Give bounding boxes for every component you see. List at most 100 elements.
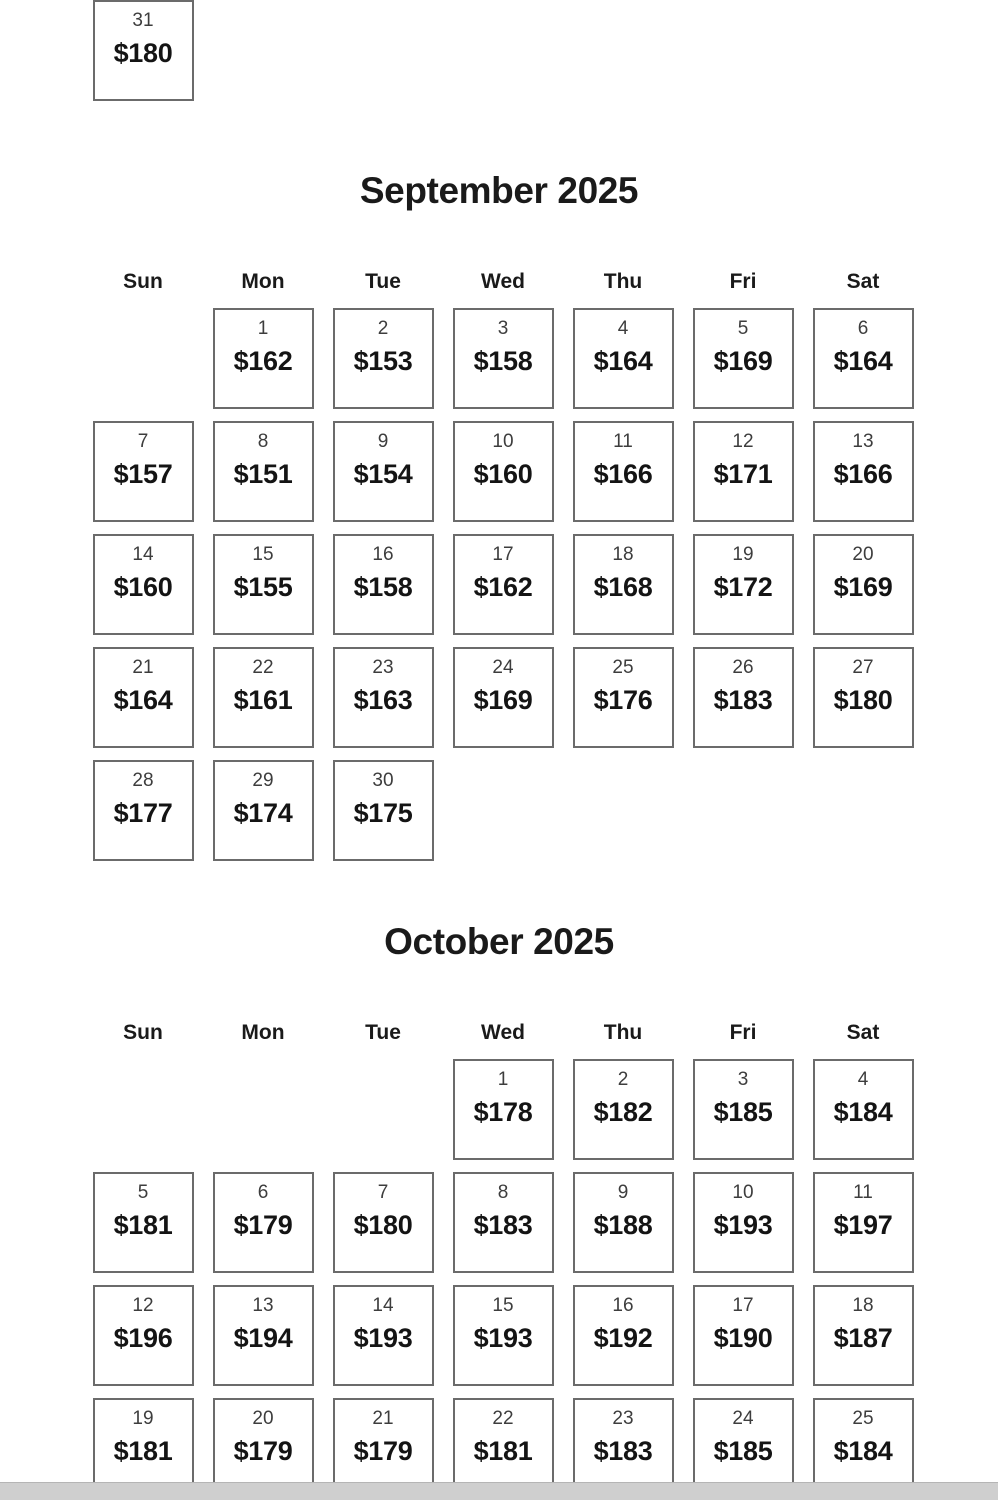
day-price: $183 [593,1435,653,1466]
day-price: $179 [233,1435,293,1466]
day-cell[interactable]: 2 $153 [332,308,434,409]
day-number: 19 [732,544,754,565]
partial-week-row-previous-month: 31 $180 [0,0,998,120]
day-price: $184 [833,1096,893,1127]
day-cell[interactable]: 23 $163 [332,647,434,748]
day-number: 15 [252,544,274,565]
day-cell[interactable]: 13 $194 [212,1285,314,1386]
day-price: $179 [233,1209,293,1240]
day-cell[interactable]: 4 $164 [572,308,674,409]
day-cell[interactable]: 24 $169 [452,647,554,748]
day-cell[interactable]: 14 $193 [332,1285,434,1386]
day-cell[interactable]: 11 $166 [572,421,674,522]
day-cell[interactable]: 1 $162 [212,308,314,409]
day-cell[interactable]: 29 $174 [212,760,314,861]
day-cell[interactable]: 14 $160 [92,534,194,635]
day-price: $162 [473,571,533,602]
day-price: $188 [593,1209,653,1240]
day-cell[interactable]: 2 $182 [572,1059,674,1160]
month-title: October 2025 [384,921,614,962]
day-price: $187 [833,1322,893,1353]
day-cell[interactable]: 8 $183 [452,1172,554,1273]
day-number: 10 [732,1182,754,1203]
day-price: $190 [713,1322,773,1353]
day-number: 15 [492,1295,514,1316]
day-price: $172 [713,571,773,602]
day-cell[interactable]: 18 $168 [572,534,674,635]
day-cell[interactable]: 31 $180 [92,0,194,101]
day-cell[interactable]: 12 $196 [92,1285,194,1386]
day-cell[interactable]: 1 $178 [452,1059,554,1160]
day-cell[interactable]: 22 $161 [212,647,314,748]
day-cell[interactable]: 5 $169 [692,308,794,409]
day-number: 3 [737,1069,749,1090]
day-cell[interactable]: 9 $154 [332,421,434,522]
day-cell[interactable]: 8 $151 [212,421,314,522]
day-price: $169 [833,571,893,602]
day-price: $154 [353,458,413,489]
day-cell[interactable]: 20 $169 [812,534,914,635]
day-number: 8 [257,431,269,452]
day-price: $183 [473,1209,533,1240]
day-price: $151 [233,458,293,489]
day-price: $193 [353,1322,413,1353]
day-cell[interactable]: 25 $176 [572,647,674,748]
day-price: $174 [233,797,293,828]
day-cell[interactable]: 21 $164 [92,647,194,748]
day-price: $177 [113,797,173,828]
day-price: $180 [833,684,893,715]
day-price: $192 [593,1322,653,1353]
day-price: $166 [833,458,893,489]
weekday-label-wed: Wed [481,270,525,293]
day-price: $158 [473,345,533,376]
horizontal-scrollbar-track[interactable] [0,1482,998,1500]
day-cell[interactable]: 13 $166 [812,421,914,522]
day-price: $164 [113,684,173,715]
day-cell[interactable]: 3 $185 [692,1059,794,1160]
day-cell[interactable]: 19 $172 [692,534,794,635]
day-number: 12 [732,431,754,452]
day-price: $181 [473,1435,533,1466]
day-cell[interactable]: 30 $175 [332,760,434,861]
day-cell[interactable]: 15 $193 [452,1285,554,1386]
day-cell[interactable]: 10 $160 [452,421,554,522]
day-cell[interactable]: 27 $180 [812,647,914,748]
day-cell[interactable]: 17 $190 [692,1285,794,1386]
day-price: $181 [113,1435,173,1466]
week-row: 14 $160 15 $155 16 $158 17 $162 18 $168 19 $172 20 $1… [0,534,998,635]
day-cell[interactable]: 6 $164 [812,308,914,409]
day-price: $175 [353,797,413,828]
day-cell[interactable]: 5 $181 [92,1172,194,1273]
day-cell[interactable]: 7 $180 [332,1172,434,1273]
day-number: 9 [377,431,389,452]
day-number: 8 [497,1182,509,1203]
day-price: $155 [233,571,293,602]
day-cell[interactable]: 9 $188 [572,1172,674,1273]
day-cell[interactable]: 17 $162 [452,534,554,635]
day-number: 9 [617,1182,629,1203]
day-cell[interactable]: 10 $193 [692,1172,794,1273]
day-price: $157 [113,458,173,489]
month-block: October 2025 Sun Mon Tue Wed Thu Fri Sat 1 $178 2 $… [0,923,998,1499]
day-cell[interactable]: 16 $192 [572,1285,674,1386]
day-cell-empty [813,760,914,861]
day-cell[interactable]: 3 $158 [452,308,554,409]
day-cell[interactable]: 11 $197 [812,1172,914,1273]
day-cell[interactable]: 26 $183 [692,647,794,748]
day-cell[interactable]: 18 $187 [812,1285,914,1386]
day-cell-empty [453,760,554,861]
day-cell[interactable]: 4 $184 [812,1059,914,1160]
day-price: $169 [473,684,533,715]
day-cell[interactable]: 12 $171 [692,421,794,522]
day-cell[interactable]: 16 $158 [332,534,434,635]
weekday-label-wed: Wed [481,1021,525,1044]
day-cell[interactable]: 7 $157 [92,421,194,522]
day-price: $164 [593,345,653,376]
day-price: $161 [233,684,293,715]
day-cell[interactable]: 6 $179 [212,1172,314,1273]
months-container: September 2025 Sun Mon Tue Wed Thu Fri Sat 1 $162… [0,172,998,1499]
day-cell[interactable]: 15 $155 [212,534,314,635]
day-cell[interactable]: 28 $177 [92,760,194,861]
weekday-header-row: Sun Mon Tue Wed Thu Fri Sat [0,271,998,292]
